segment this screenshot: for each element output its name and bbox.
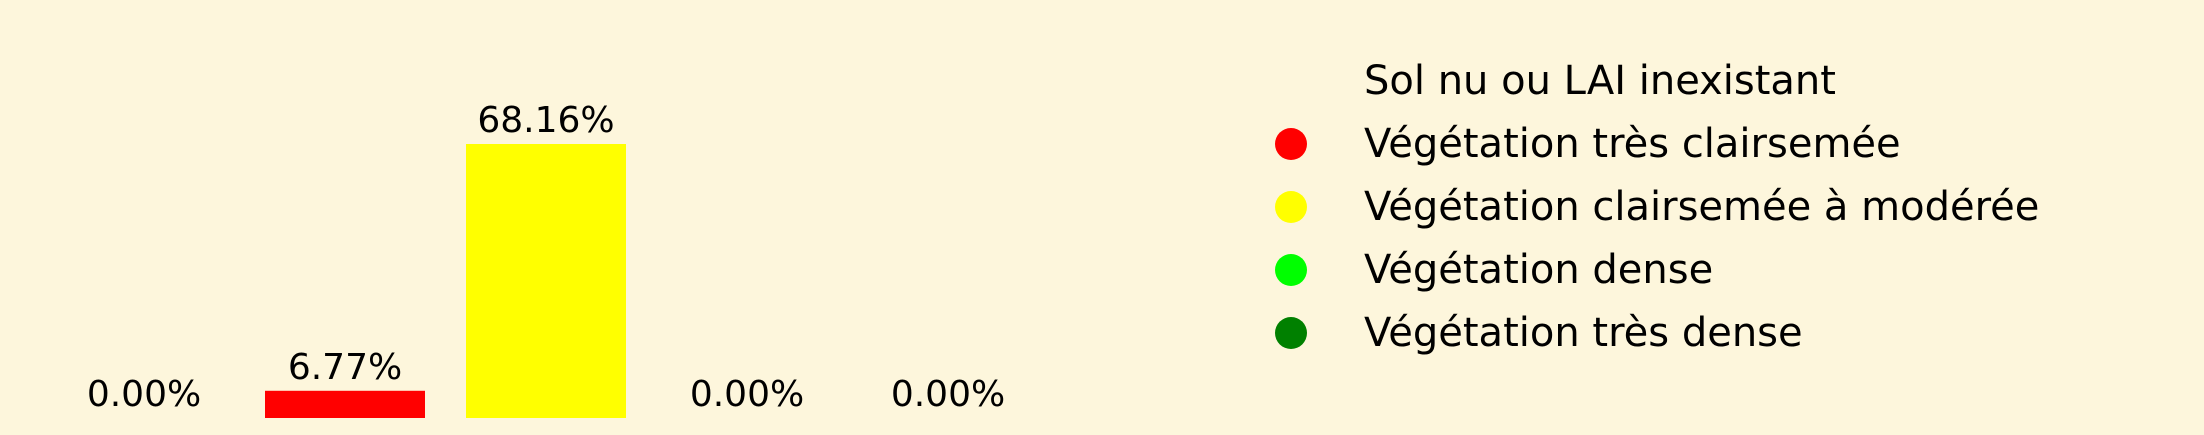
legend-label-very-dense: Végétation très dense [1364, 309, 1803, 356]
legend-item-very-dense: Végétation très dense [1265, 308, 2039, 357]
legend-label-dense: Végétation dense [1364, 246, 1714, 293]
data-label-sparse-moderate: 68.16% [477, 100, 614, 141]
legend-label-bare-soil: Sol nu ou LAI inexistant [1364, 57, 1836, 104]
legend-marker-very-sparse [1275, 127, 1307, 160]
bar-very-sparse [265, 390, 425, 418]
bar-sparse-moderate [466, 144, 626, 418]
data-label-very-sparse: 6.77% [288, 347, 402, 388]
legend-item-dense: Végétation dense [1265, 245, 2039, 294]
data-label-very-dense: 0.00% [891, 374, 1005, 415]
legend-item-bare-soil: Sol nu ou LAI inexistant [1265, 56, 2039, 105]
legend-label-sparse-moderate: Végétation clairsemée à modérée [1364, 183, 2040, 230]
legend-item-very-sparse: Végétation très clairsemée [1265, 119, 2039, 168]
data-label-dense: 0.00% [690, 374, 804, 415]
legend: Sol nu ou LAI inexistant Végétation très… [1265, 56, 2039, 357]
legend-label-very-sparse: Végétation très clairsemée [1364, 120, 1901, 167]
legend-marker-sparse-moderate [1275, 190, 1307, 223]
legend-item-sparse-moderate: Végétation clairsemée à modérée [1265, 182, 2039, 231]
legend-marker-dense [1275, 253, 1307, 286]
legend-marker-bare-soil [1275, 64, 1307, 97]
data-label-bare-soil: 0.00% [87, 374, 201, 415]
legend-marker-very-dense [1275, 316, 1307, 349]
